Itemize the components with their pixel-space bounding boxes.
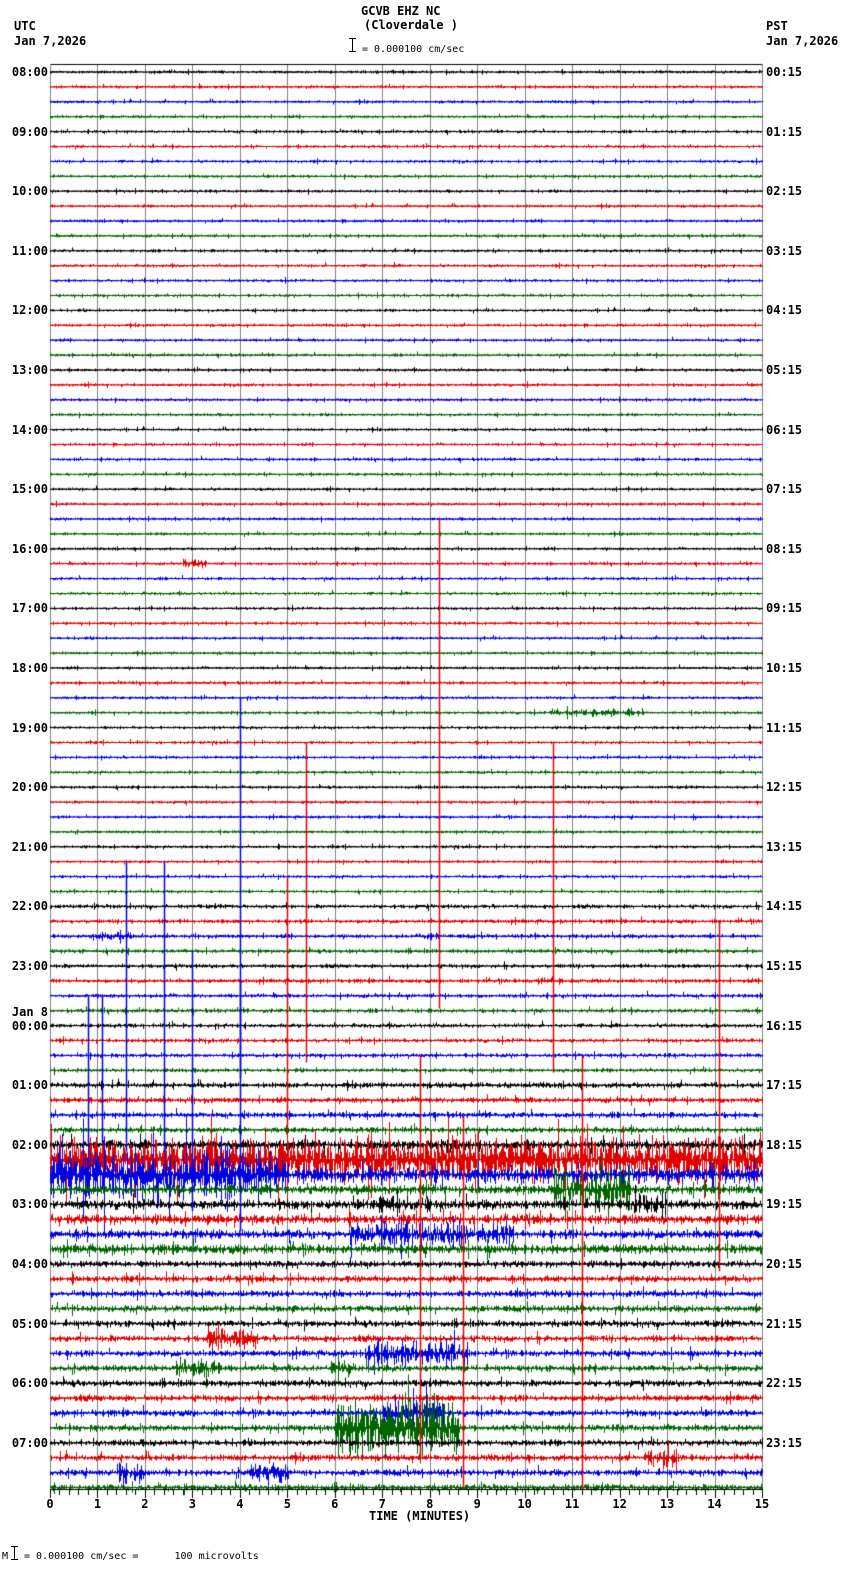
x-tick-label: 4 [236, 1497, 244, 1511]
pst-hour-label: 19:15 [766, 1197, 803, 1212]
pst-hour-label: 01:15 [766, 124, 803, 139]
x-tick-label: 2 [141, 1497, 149, 1511]
utc-hour-label: 19:00 [11, 720, 48, 735]
pst-hour-label: 15:15 [766, 959, 803, 973]
utc-hour-label: 09:00 [11, 124, 48, 139]
utc-hour-label: 18:00 [11, 661, 48, 675]
utc-hour-label: 20:00 [11, 780, 48, 795]
pst-hour-label: 22:15 [766, 1376, 803, 1391]
x-axis-label: TIME (MINUTES) [369, 1509, 471, 1523]
utc-hour-label: 06:00 [11, 1376, 48, 1391]
pst-hour-label: 12:15 [766, 780, 803, 795]
utc-hour-label: 14:00 [11, 422, 48, 437]
utc-hour-label: 02:00 [11, 1137, 48, 1152]
utc-hour-label: 10:00 [11, 184, 48, 199]
x-tick-label: 5 [283, 1497, 291, 1511]
pst-hour-label: 20:15 [766, 1257, 803, 1271]
x-tick-label: 15 [754, 1497, 770, 1511]
pst-hour-label: 03:15 [766, 243, 803, 258]
utc-hour-label: 11:00 [11, 243, 48, 258]
x-tick-label: 3 [188, 1497, 197, 1511]
footer-scale-bar-icon [11, 1546, 18, 1560]
x-tick-label: 7 [378, 1497, 386, 1511]
pst-hour-label: 17:15 [766, 1078, 803, 1093]
pst-hour-label: 10:15 [766, 661, 803, 675]
utc-hour-label: 17:00 [11, 601, 48, 616]
x-tick-label: 13 [659, 1497, 675, 1511]
pst-hour-label: 00:15 [766, 65, 803, 79]
pst-hour-label: 23:15 [766, 1435, 803, 1450]
x-tick-label: 12 [612, 1497, 627, 1511]
utc-hour-label: 05:00 [11, 1316, 48, 1331]
pst-hour-label: 08:15 [766, 541, 803, 556]
pst-hour-label: 07:15 [766, 482, 803, 497]
x-tick-label: 1 [93, 1497, 102, 1511]
x-tick-label: 14 [707, 1497, 722, 1511]
utc-hour-label: 21:00 [11, 839, 48, 854]
date-change-label: Jan 8 [11, 1004, 48, 1019]
x-tick-label: 11 [564, 1497, 580, 1511]
utc-hour-label: 15:00 [11, 482, 48, 497]
utc-hour-label: 16:00 [11, 541, 48, 556]
footer-scale-text: = 0.000100 cm/sec = 100 microvolts [24, 1551, 259, 1562]
footer-scale-prefix: Μ [2, 1551, 9, 1562]
x-tick-label: 0 [46, 1497, 54, 1511]
x-tick-label: 6 [331, 1497, 339, 1511]
utc-hour-label: 04:00 [11, 1257, 48, 1271]
utc-hour-label: 03:00 [11, 1197, 48, 1212]
utc-hour-label: 23:00 [11, 959, 48, 973]
pst-hour-label: 09:15 [766, 601, 803, 616]
pst-hour-label: 18:15 [766, 1137, 803, 1152]
utc-hour-label: 12:00 [11, 303, 48, 318]
utc-hour-label: 13:00 [11, 363, 48, 377]
pst-hour-label: 06:15 [766, 422, 803, 437]
utc-hour-label: 07:00 [11, 1435, 48, 1450]
utc-hour-label: 01:00 [11, 1078, 48, 1093]
x-tick-label: 10 [517, 1497, 532, 1511]
pst-hour-label: 16:15 [766, 1018, 803, 1033]
pst-hour-label: 02:15 [766, 184, 803, 199]
utc-hour-label: 22:00 [11, 899, 48, 914]
pst-hour-label: 13:15 [766, 839, 803, 854]
utc-hour-label: 00:00 [11, 1018, 48, 1033]
pst-hour-label: 21:15 [766, 1316, 803, 1331]
pst-hour-label: 14:15 [766, 899, 803, 914]
pst-hour-label: 04:15 [766, 303, 803, 318]
pst-hour-label: 11:15 [766, 720, 803, 735]
pst-hour-label: 05:15 [766, 363, 803, 377]
utc-hour-label: 08:00 [11, 65, 48, 79]
x-tick-label: 9 [473, 1497, 481, 1511]
x-tick-label: 8 [426, 1497, 434, 1511]
